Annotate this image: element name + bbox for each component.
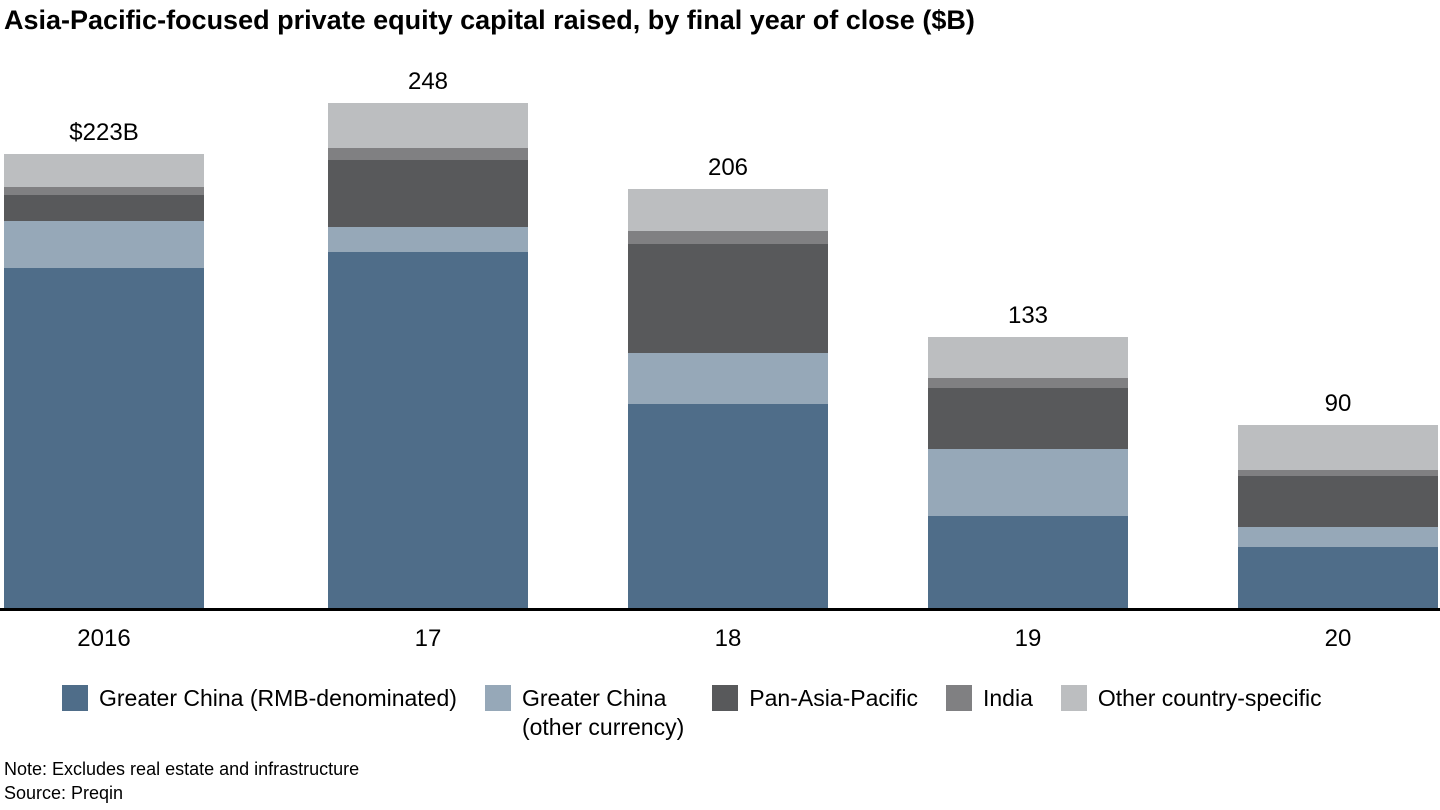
bar-19: [928, 337, 1128, 608]
legend: Greater China (RMB-denominated) Greater C…: [62, 684, 1432, 742]
bar-segment-other-country-specific: [4, 153, 204, 187]
bar-segment-other-country-specific: [928, 337, 1128, 378]
bar-segment-other-country-specific: [628, 188, 828, 232]
bar-segment-greater-china-rmb-denominated: [4, 267, 204, 608]
legend-label: Greater China (RMB-denominated): [99, 684, 457, 713]
legend-item-other-country-specific: Other country-specific: [1060, 684, 1322, 713]
bar-segment-pan-asia-pacific: [1238, 475, 1438, 527]
bar-segment-india: [628, 231, 828, 244]
bar-18: [628, 188, 828, 608]
x-axis-label-19: 19: [1014, 625, 1042, 652]
x-axis-label-2016: 2016: [77, 625, 131, 652]
legend-label-line: Greater China: [521, 685, 667, 711]
bar-segment-greater-china-rmb-denominated: [1238, 546, 1438, 608]
bar-segment-greater-china-rmb-denominated: [928, 516, 1128, 608]
note-text: Note: Excludes real estate and infrastru…: [4, 759, 360, 779]
legend-label-line: (other currency): [521, 714, 685, 740]
legend-label: Greater China (other currency): [522, 684, 684, 742]
source-text: Source: Preqin: [4, 783, 124, 803]
x-axis-line: [0, 608, 1440, 611]
footer: Note: Excludes real estate and infrastru…: [4, 757, 359, 805]
bar-segment-india: [328, 147, 528, 161]
bar-total-label: 206: [707, 153, 749, 181]
x-axis-label-20: 20: [1324, 625, 1352, 652]
legend-swatch-icon: [1060, 685, 1087, 711]
legend-label-line: India: [983, 685, 1033, 711]
bar-segment-pan-asia-pacific: [4, 194, 204, 222]
bar-segment-other-country-specific: [1238, 424, 1438, 470]
bar-segment-greater-china-other-currency: [4, 221, 204, 268]
bar-2016: [4, 153, 204, 608]
legend-swatch-icon: [62, 685, 88, 711]
bar-segment-india: [928, 377, 1128, 389]
legend-label-line: Greater China (RMB-denominated): [99, 685, 457, 711]
legend-label: India: [983, 684, 1033, 713]
chart-title: Asia-Pacific-focused private equity capi…: [4, 5, 975, 35]
legend-label: Pan-Asia-Pacific: [749, 684, 918, 713]
legend-label: Other country-specific: [1098, 684, 1322, 713]
legend-swatch-icon: [946, 685, 972, 711]
legend-item-india: India: [946, 684, 1033, 713]
bar-segment-pan-asia-pacific: [628, 243, 828, 354]
legend-label-line: Pan-Asia-Pacific: [749, 685, 918, 711]
legend-label-line: Other country-specific: [1097, 685, 1322, 711]
bar-segment-other-country-specific: [328, 103, 528, 148]
legend-item-greater-china-other-currency: Greater China (other currency): [484, 684, 684, 742]
bar-segment-pan-asia-pacific: [328, 160, 528, 228]
bar-segment-greater-china-other-currency: [928, 449, 1128, 517]
bar-segment-greater-china-rmb-denominated: [328, 251, 528, 608]
bar-segment-greater-china-other-currency: [1238, 526, 1438, 547]
bar-total-label: $223B: [69, 118, 139, 146]
legend-item-pan-asia-pacific: Pan-Asia-Pacific: [712, 684, 918, 713]
x-axis-label-18: 18: [714, 625, 742, 652]
x-axis-label-17: 17: [414, 625, 442, 652]
legend-swatch-icon: [712, 685, 739, 711]
bar-segment-greater-china-rmb-denominated: [628, 404, 828, 608]
bar-segment-pan-asia-pacific: [928, 388, 1128, 450]
legend-item-greater-china-rmb-denominated: Greater China (RMB-denominated): [62, 684, 457, 713]
bar-segment-india: [4, 186, 204, 195]
bar-17: [328, 103, 528, 608]
bar-segment-greater-china-other-currency: [628, 353, 828, 405]
bar-20: [1238, 424, 1438, 608]
bar-total-label: 133: [1007, 302, 1049, 330]
x-axis-labels: 2016 17 18 19 20: [0, 624, 1440, 656]
legend-swatch-icon: [484, 685, 511, 711]
bar-total-label: 248: [407, 68, 449, 95]
plot-area: $223B 248 206 133 90: [4, 68, 1438, 608]
bar-total-label: 90: [1324, 389, 1352, 417]
bar-segment-india: [1238, 469, 1438, 476]
bar-segment-greater-china-other-currency: [328, 227, 528, 252]
